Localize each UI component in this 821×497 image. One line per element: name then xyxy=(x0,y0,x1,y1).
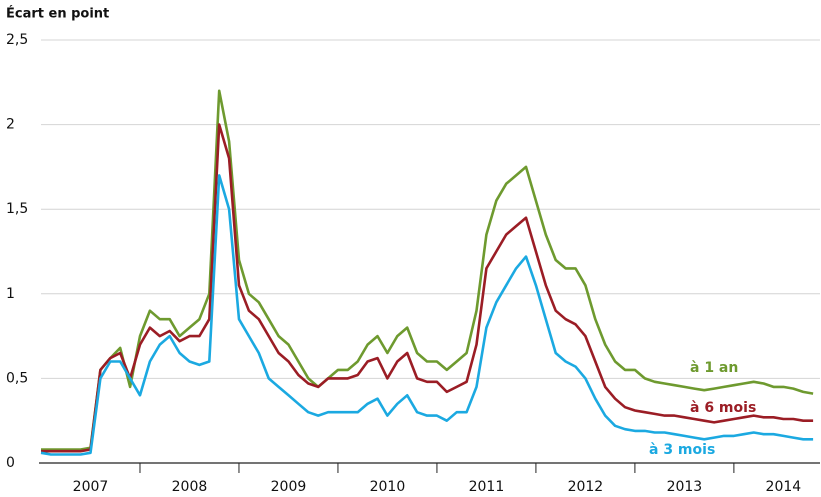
series-line xyxy=(41,89,814,451)
y-axis-label: Écart en point xyxy=(6,6,109,22)
series-label: à 6 mois xyxy=(690,400,756,416)
y-tick-label: 2,5 xyxy=(6,32,28,48)
series-line xyxy=(41,123,814,453)
x-tick-label: 2011 xyxy=(469,479,505,495)
series-label: à 1 an xyxy=(690,360,738,376)
x-tick-label: 2009 xyxy=(271,479,307,495)
x-tick-label: 2008 xyxy=(172,479,208,495)
series-line xyxy=(40,174,814,456)
y-tick-label: 1,5 xyxy=(6,201,28,217)
y-tick-label: 1 xyxy=(6,286,15,302)
y-tick-label: 0,5 xyxy=(6,370,28,386)
y-tick-label: 2 xyxy=(6,117,15,133)
x-tick-label: 2012 xyxy=(568,479,604,495)
x-tick-label: 2014 xyxy=(766,479,802,495)
x-tick-label: 2013 xyxy=(667,479,703,495)
x-tick-label: 2010 xyxy=(370,479,406,495)
y-tick-label: 0 xyxy=(6,455,15,471)
series-label: à 3 mois xyxy=(649,442,715,458)
x-tick-label: 2007 xyxy=(73,479,109,495)
